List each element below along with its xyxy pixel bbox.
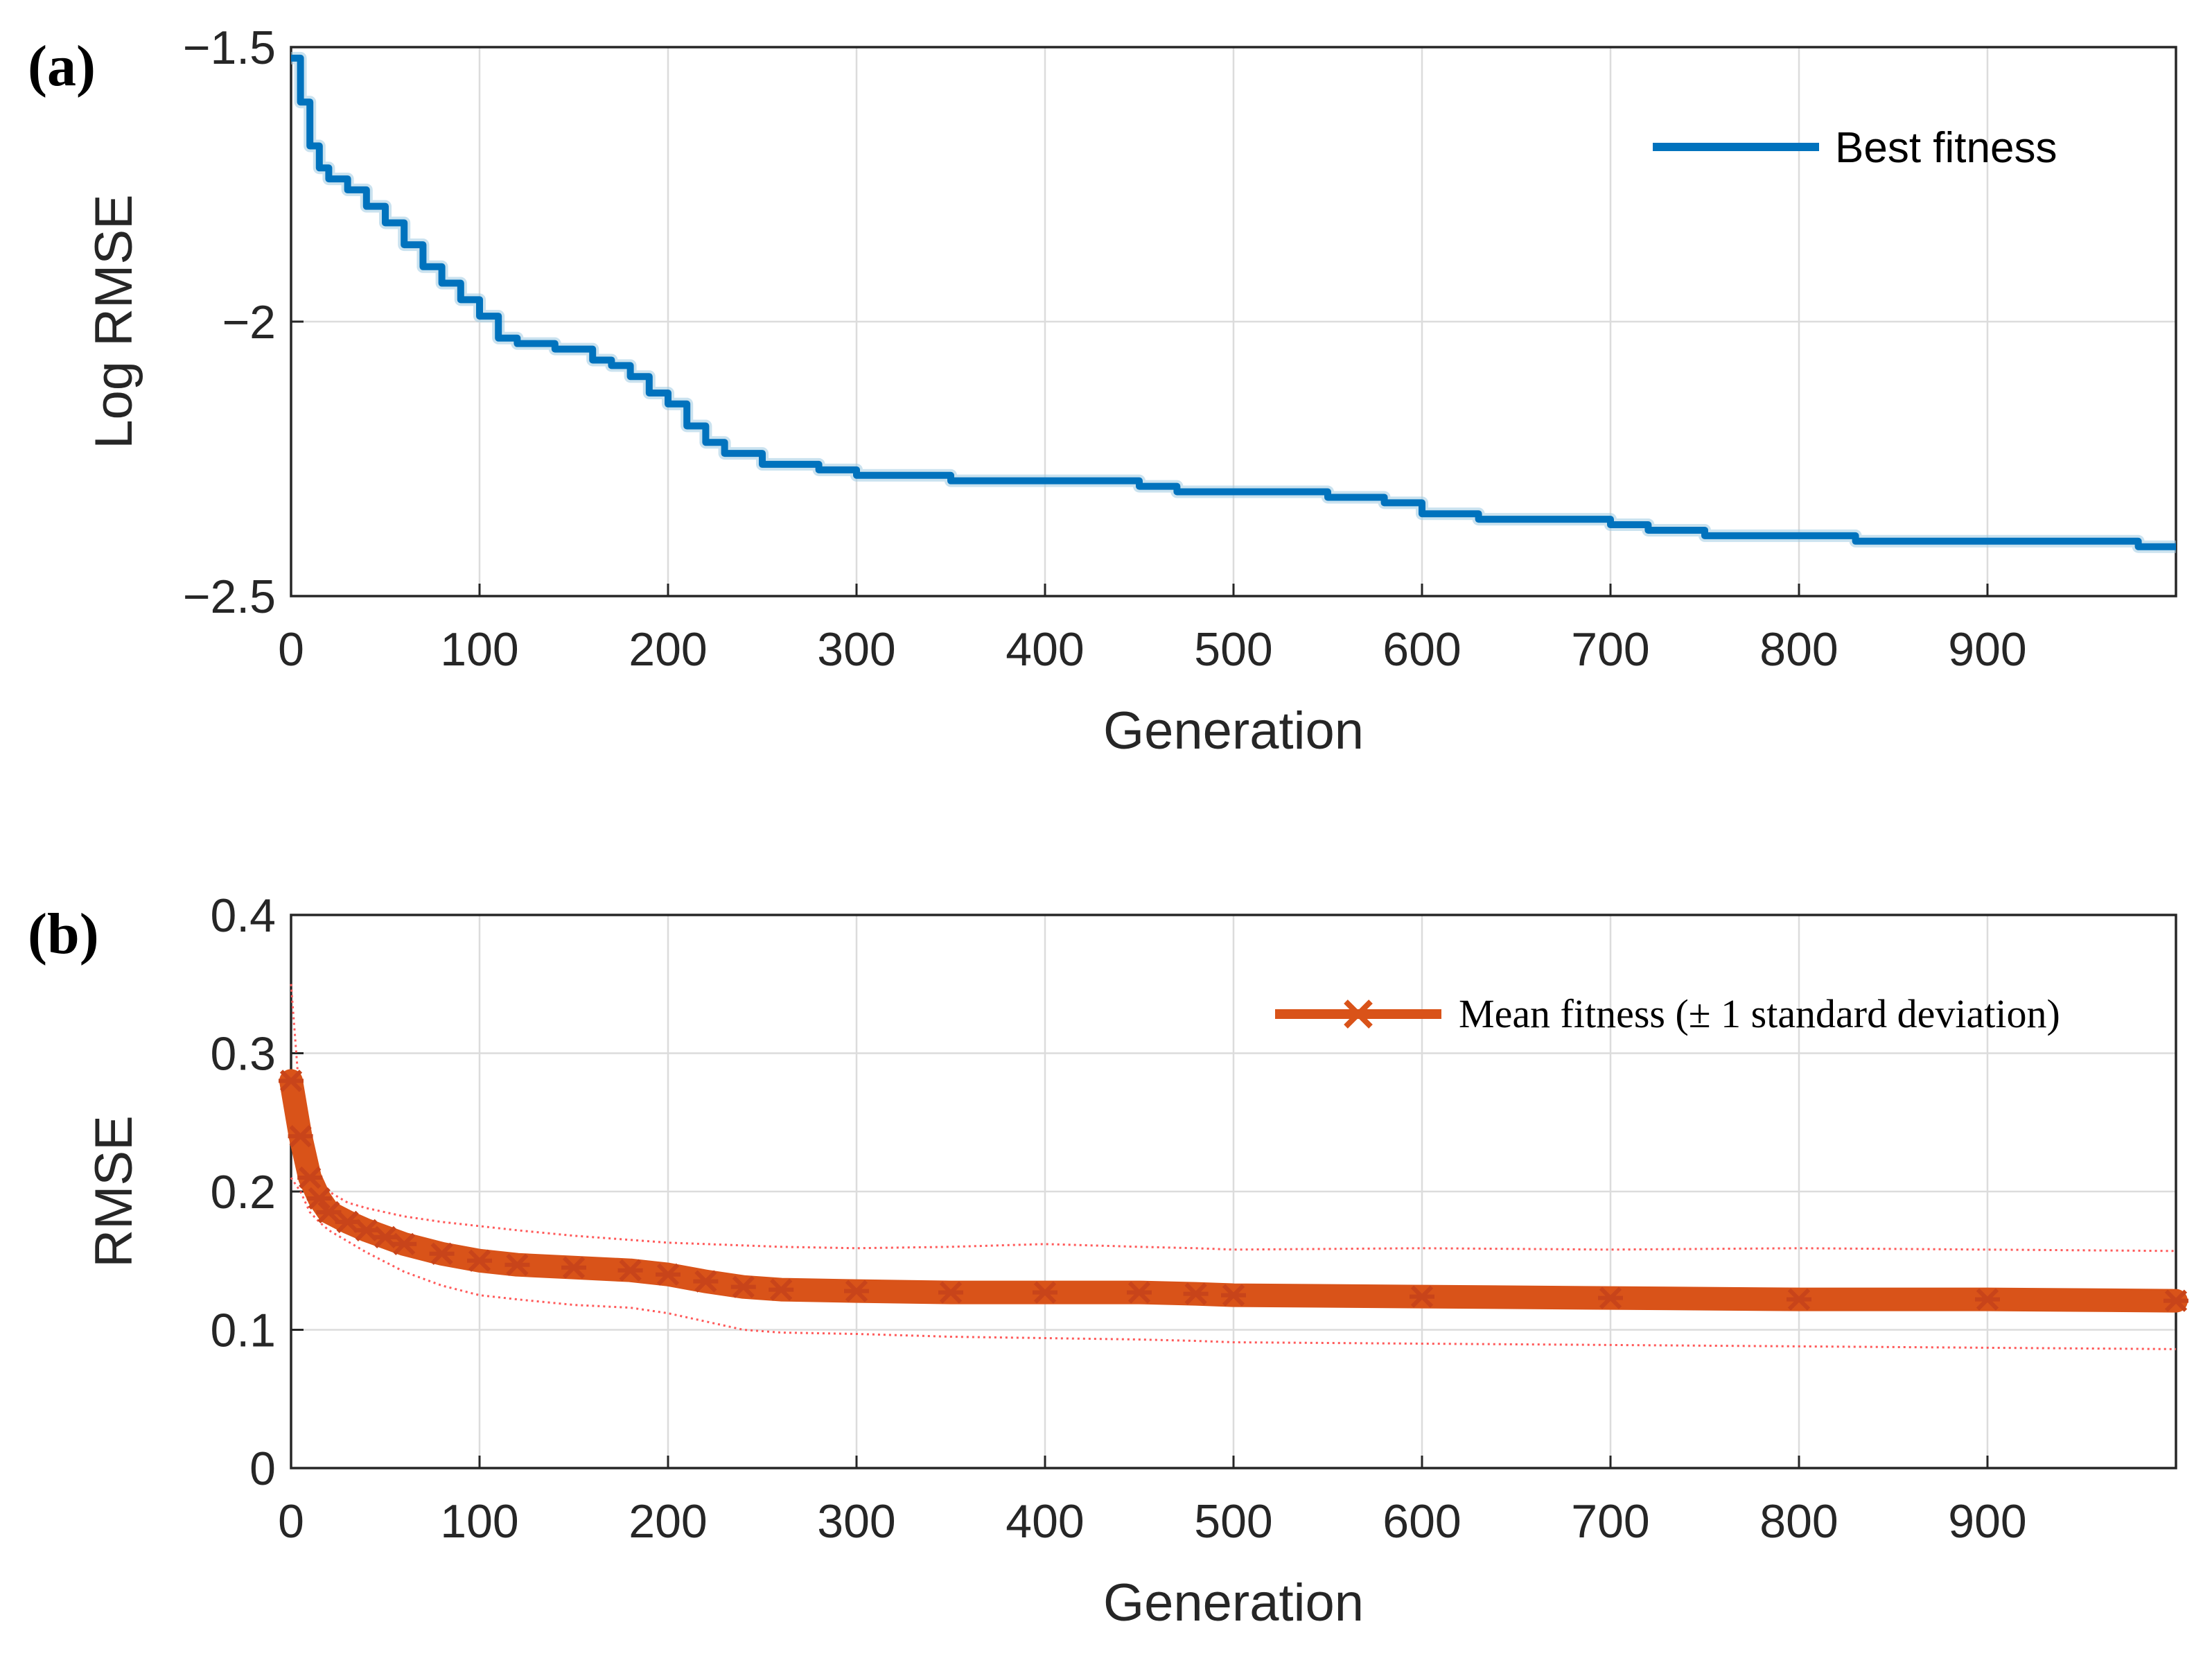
panel-b: 0 100 200 300 400 500 600 700 800 900 0 0.1 0.2 0.3 0.… xyxy=(28,889,2188,1632)
y-tick-label: 0 xyxy=(249,1442,276,1495)
mean-marker xyxy=(279,1070,304,1092)
mean-marker xyxy=(656,1263,681,1286)
x-tick-label: 500 xyxy=(1194,623,1272,676)
mean-marker xyxy=(1033,1281,1057,1304)
x-tick-label: 400 xyxy=(1006,623,1084,676)
mean-marker xyxy=(297,1166,323,1189)
mean-marker xyxy=(504,1253,530,1276)
y-axis-title: Log RMSE xyxy=(85,194,143,449)
x-tick-label: 200 xyxy=(629,623,707,676)
legend-marker-star xyxy=(1343,1000,1373,1029)
plot-frame xyxy=(290,46,2177,597)
x-tick-label: 300 xyxy=(817,623,895,676)
mean-marker xyxy=(429,1242,455,1265)
x-tick-label: 800 xyxy=(1759,1495,1838,1548)
panel-label: (a) xyxy=(28,34,96,98)
y-tick-label: 0.4 xyxy=(210,889,276,942)
y-tick-label: −2.5 xyxy=(183,570,276,623)
mean-marker xyxy=(693,1270,719,1293)
y-tick-label: 0.3 xyxy=(210,1028,276,1081)
series-line-best-fitness xyxy=(291,54,2176,550)
x-tick-label: 100 xyxy=(440,1495,518,1548)
x-tick-label: 800 xyxy=(1759,623,1838,676)
mean-marker xyxy=(844,1280,869,1302)
mean-marker xyxy=(769,1278,794,1301)
upper-std-line xyxy=(290,984,2177,1253)
plot-frame xyxy=(290,914,2177,1469)
y-tick-label: 0.1 xyxy=(210,1304,276,1357)
mean-marker xyxy=(1410,1285,1434,1308)
mean-marker xyxy=(1787,1288,1811,1311)
mean-marker xyxy=(392,1232,417,1255)
y-axis-title: RMSE xyxy=(85,1115,143,1268)
legend: Best fitness xyxy=(1653,124,2057,172)
mean-marker xyxy=(730,1275,756,1298)
panel-label: (b) xyxy=(28,902,99,966)
x-tick-label: 600 xyxy=(1382,1495,1461,1548)
x-tick-label: 0 xyxy=(278,623,304,676)
x-tick-label: 500 xyxy=(1194,1495,1272,1548)
mean-marker xyxy=(938,1281,963,1304)
mean-marker xyxy=(617,1259,643,1282)
mean-marker xyxy=(2163,1289,2188,1312)
x-tick-label: 700 xyxy=(1571,1495,1649,1548)
mean-marker xyxy=(1221,1284,1246,1307)
legend: Mean fitness (± 1 standard deviation) xyxy=(1275,991,2060,1036)
mean-marker xyxy=(316,1201,342,1224)
legend-label: Best fitness xyxy=(1835,124,2057,172)
y-tick-label: −1.5 xyxy=(183,21,276,74)
x-tick-label: 700 xyxy=(1571,623,1649,676)
mean-marker xyxy=(1127,1281,1152,1304)
mean-marker xyxy=(561,1256,586,1279)
x-tick-label: 100 xyxy=(440,623,518,676)
mean-marker xyxy=(306,1187,332,1210)
x-axis-title: Generation xyxy=(1103,1573,1364,1632)
x-tick-label: 0 xyxy=(278,1495,304,1548)
mean-marker xyxy=(1975,1288,2000,1311)
mean-marker xyxy=(1598,1286,1623,1309)
x-tick-label: 600 xyxy=(1382,623,1461,676)
panel-a: 0 100 200 300 400 500 600 700 800 900 −1.5 −2 −2.5 Ge… xyxy=(28,21,2177,760)
mean-marker xyxy=(467,1249,492,1272)
x-axis-title: Generation xyxy=(1103,701,1364,760)
x-tick-label: 300 xyxy=(817,1495,895,1548)
x-tick-label: 200 xyxy=(629,1495,707,1548)
mean-marker xyxy=(288,1125,313,1148)
y-tick-label: −2 xyxy=(222,296,276,349)
x-tick-label: 400 xyxy=(1006,1495,1084,1548)
y-tick-label: 0.2 xyxy=(210,1166,276,1219)
x-tick-label: 900 xyxy=(1948,1495,2026,1548)
x-tick-label: 900 xyxy=(1948,623,2026,676)
mean-marker xyxy=(1183,1282,1209,1305)
legend-label: Mean fitness (± 1 standard deviation) xyxy=(1459,991,2060,1036)
